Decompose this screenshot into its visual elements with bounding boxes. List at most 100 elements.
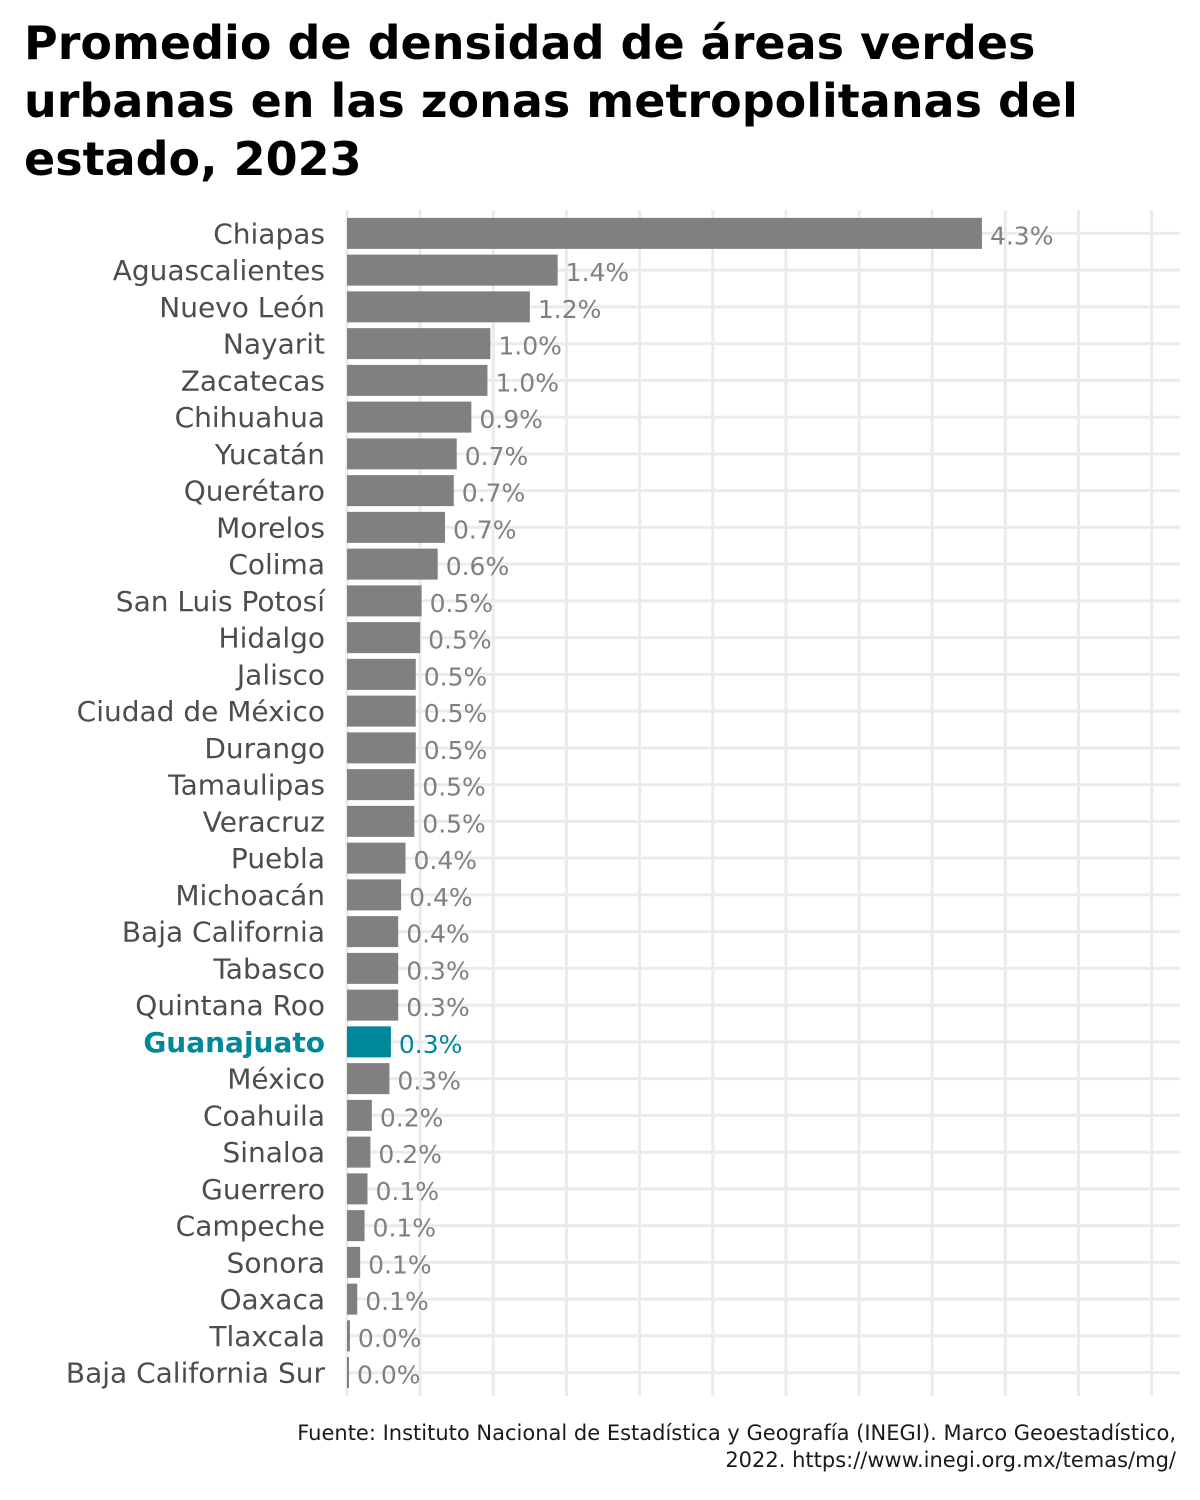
value-label: 0.4%	[409, 883, 473, 912]
value-label: 0.3%	[406, 993, 470, 1022]
value-label: 0.1%	[368, 1250, 432, 1279]
bar	[347, 548, 438, 580]
value-label: 0.0%	[358, 1324, 422, 1353]
category-label: Sonora	[227, 1246, 325, 1279]
value-label: 4.3%	[990, 221, 1054, 250]
category-label: Nuevo León	[159, 291, 325, 324]
category-label: Campeche	[176, 1210, 325, 1243]
value-label: 0.5%	[430, 589, 494, 618]
bar	[347, 732, 416, 764]
bar	[347, 1246, 361, 1278]
value-label: 0.6%	[446, 552, 510, 581]
value-label: 0.4%	[406, 920, 470, 949]
category-label: Colima	[228, 548, 325, 581]
bar-chart: Chiapas 4.3% Aguascalientes 1.4% Nuevo León 1…	[66, 210, 1180, 1396]
category-label: Durango	[204, 732, 325, 765]
category-label: Guanajuato	[143, 1026, 325, 1059]
bar	[347, 989, 399, 1021]
category-label: Chihuahua	[175, 401, 325, 434]
value-label: 0.0%	[357, 1361, 421, 1390]
value-label: 0.9%	[479, 405, 543, 434]
value-label: 0.7%	[465, 442, 529, 471]
value-label: 0.4%	[414, 846, 478, 875]
bar	[347, 401, 472, 433]
bar-highlight	[347, 1026, 391, 1058]
category-label: Tabasco	[212, 952, 325, 985]
value-label: 0.1%	[365, 1287, 429, 1316]
value-label: 0.7%	[462, 479, 526, 508]
value-label: 0.5%	[428, 626, 492, 655]
bar	[347, 658, 416, 690]
category-label: Jalisco	[235, 658, 325, 691]
bar	[347, 254, 558, 286]
bar	[347, 291, 530, 323]
value-label: 0.5%	[422, 773, 486, 802]
category-label: Oaxaca	[220, 1283, 325, 1316]
value-label: 1.2%	[538, 295, 602, 324]
category-label: Zacatecas	[181, 364, 325, 397]
category-label: Coahuila	[203, 1099, 325, 1132]
value-label: 0.2%	[380, 1103, 444, 1132]
bar	[347, 1099, 372, 1131]
bar	[347, 511, 446, 543]
category-label: Tlaxcala	[208, 1320, 325, 1353]
value-label: 0.5%	[424, 736, 488, 765]
category-label: México	[227, 1063, 325, 1096]
value-label: 0.7%	[453, 515, 517, 544]
category-label: Morelos	[216, 511, 325, 544]
category-label: Yucatán	[214, 438, 325, 471]
category-label: Querétaro	[184, 475, 325, 508]
bar	[347, 952, 399, 984]
category-label: Baja California Sur	[66, 1357, 326, 1390]
bar	[347, 805, 415, 837]
category-label: Tamaulipas	[167, 769, 325, 802]
bar	[347, 438, 457, 470]
bar	[347, 622, 421, 654]
value-label: 0.3%	[397, 1067, 461, 1096]
category-label: Ciudad de México	[77, 695, 325, 728]
bar	[347, 328, 491, 360]
labels: Chiapas 4.3% Aguascalientes 1.4% Nuevo León 1…	[66, 217, 1054, 1389]
value-label: 0.1%	[375, 1177, 439, 1206]
value-label: 0.5%	[424, 699, 488, 728]
bar	[347, 1283, 358, 1315]
bar	[347, 1136, 371, 1168]
source-caption: Fuente: Instituto Nacional de Estadístic…	[297, 1421, 1176, 1472]
bar	[347, 916, 399, 948]
value-label: 0.3%	[406, 956, 470, 985]
category-label: Puebla	[231, 842, 325, 875]
value-label: 0.3%	[399, 1030, 463, 1059]
category-label: San Luis Potosí	[116, 585, 326, 618]
value-label: 0.5%	[422, 809, 486, 838]
value-label: 0.1%	[373, 1214, 437, 1243]
bar	[347, 769, 415, 801]
value-label: 0.2%	[378, 1140, 442, 1169]
value-label: 1.0%	[495, 368, 559, 397]
category-label: Aguascalientes	[113, 254, 325, 287]
bar	[347, 1063, 390, 1095]
category-label: Nayarit	[223, 328, 325, 361]
chart-title: Promedio de densidad de áreas verdes urb…	[24, 16, 1078, 186]
bar	[347, 842, 406, 874]
category-label: Hidalgo	[219, 622, 325, 655]
category-label: Chiapas	[213, 217, 325, 250]
category-label: Guerrero	[201, 1173, 325, 1206]
bar	[347, 695, 416, 727]
bar	[347, 217, 982, 249]
category-label: Veracruz	[203, 805, 325, 838]
category-label: Michoacán	[175, 879, 325, 912]
bar	[347, 879, 402, 911]
category-label: Quintana Roo	[135, 989, 325, 1022]
bar	[347, 1210, 365, 1242]
bar	[347, 1357, 349, 1389]
bar	[347, 1173, 368, 1205]
category-label: Baja California	[122, 916, 325, 949]
category-label: Sinaloa	[222, 1136, 325, 1169]
value-label: 0.5%	[424, 662, 488, 691]
bar	[347, 475, 454, 507]
bars	[347, 217, 982, 1389]
bar	[347, 364, 488, 396]
value-label: 1.4%	[566, 258, 630, 287]
bar	[347, 585, 422, 617]
bar	[347, 1320, 350, 1352]
